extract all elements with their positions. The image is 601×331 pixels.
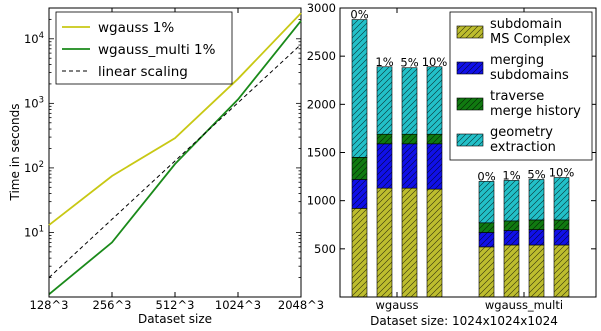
legend-label: wgauss 1%	[98, 20, 174, 36]
bar-percent-label: 0%	[350, 8, 368, 22]
bar-hatch	[529, 219, 544, 230]
right-legend: subdomain MS Complex merging subdomains trav…	[449, 11, 593, 161]
bar-hatch	[554, 177, 569, 220]
bar-hatch	[352, 179, 367, 209]
y-tick-label: 1500	[307, 146, 336, 160]
y-tick-label: 103	[24, 95, 44, 110]
x-tick-label: wgauss_multi	[485, 298, 563, 312]
bar-hatch	[529, 244, 544, 297]
legend-label: subdomain MS Complex	[490, 17, 571, 47]
bar-percent-label: 0%	[477, 169, 495, 183]
bar-percent-label: 1%	[375, 55, 393, 69]
y-tick-label: 102	[24, 160, 44, 175]
bar-hatch	[427, 189, 442, 297]
bar-hatch	[402, 67, 417, 135]
bar-percent-label: 5%	[527, 167, 545, 181]
bar-hatch	[402, 143, 417, 189]
y-tick-label: 3000	[307, 1, 336, 15]
legend-swatch-hatch	[457, 134, 483, 146]
x-tick-label: 256^3	[93, 298, 132, 312]
time-breakdown-chart: 0% 1% 5% 10% 0% 1% 5% 10% 500 1000 1500 2000 2500 30…	[307, 1, 597, 328]
legend-swatch-hatch	[457, 26, 483, 38]
legend-label: traverse merge history	[490, 89, 581, 119]
bar-hatch	[427, 143, 442, 190]
x-tick-label: wgauss	[375, 298, 418, 312]
series-line-2	[48, 44, 302, 278]
bar-hatch	[427, 134, 442, 144]
bar-percent-label: 10%	[549, 166, 575, 180]
bar-hatch	[504, 230, 519, 245]
x-tick-label: 512^3	[156, 298, 195, 312]
bar-hatch	[529, 229, 544, 245]
left-legend: wgauss 1% wgauss_multi 1% linear scaling	[55, 11, 233, 85]
right-x-axis-title: Dataset size: 1024x1024x1024	[370, 314, 558, 328]
left-y-axis-title: Time in seconds	[8, 104, 22, 202]
bar-hatch	[479, 181, 494, 223]
bar-hatch	[377, 66, 392, 135]
legend-label: wgauss_multi 1%	[98, 42, 216, 58]
bar-hatch	[352, 208, 367, 297]
bar-hatch	[554, 244, 569, 297]
bar-hatch	[554, 229, 569, 245]
series-line-1	[48, 20, 302, 295]
bar-hatch	[554, 219, 569, 230]
bar-hatch	[504, 220, 519, 231]
bar-percent-label: 10%	[422, 55, 448, 69]
series-line-0	[48, 12, 302, 226]
y-tick-label: 2500	[307, 49, 336, 63]
y-tick-label: 500	[314, 242, 336, 256]
x-tick-label: 128^3	[30, 298, 69, 312]
legend-swatch-hatch	[457, 98, 483, 110]
bar-hatch	[377, 188, 392, 297]
x-tick-label: 2048^3	[278, 298, 324, 312]
bar-hatch	[427, 66, 442, 135]
y-tick-label: 2000	[307, 97, 336, 111]
bar-hatch	[529, 179, 544, 220]
bar-hatch	[352, 157, 367, 180]
bar-hatch	[504, 244, 519, 297]
bar-hatch	[479, 246, 494, 297]
bar-hatch	[352, 19, 367, 158]
bar-percent-label: 1%	[502, 168, 520, 182]
bar-hatch	[402, 188, 417, 297]
bar-hatch	[377, 134, 392, 144]
bar-hatch	[402, 134, 417, 144]
y-tick-label: 101	[24, 224, 44, 239]
bar-hatch	[479, 222, 494, 233]
legend-swatch-hatch	[457, 62, 483, 74]
legend-label: linear scaling	[98, 64, 188, 80]
legend-label: merging subdomains	[490, 53, 569, 83]
legend-label: geometry extraction	[490, 125, 556, 155]
x-tick-label: 1024^3	[215, 298, 261, 312]
bar-hatch	[504, 180, 519, 221]
bar-hatch	[479, 232, 494, 247]
left-x-axis-title: Dataset size	[138, 312, 212, 326]
left-legend-box	[55, 11, 233, 85]
y-tick-label: 104	[24, 31, 44, 46]
y-tick-label: 1000	[307, 194, 336, 208]
bar-hatch	[377, 143, 392, 189]
runtime-scaling-chart: 128^3 256^3 512^3 1024^3 2048^3101102103104 …	[8, 7, 324, 326]
bar-percent-label: 5%	[400, 56, 418, 70]
